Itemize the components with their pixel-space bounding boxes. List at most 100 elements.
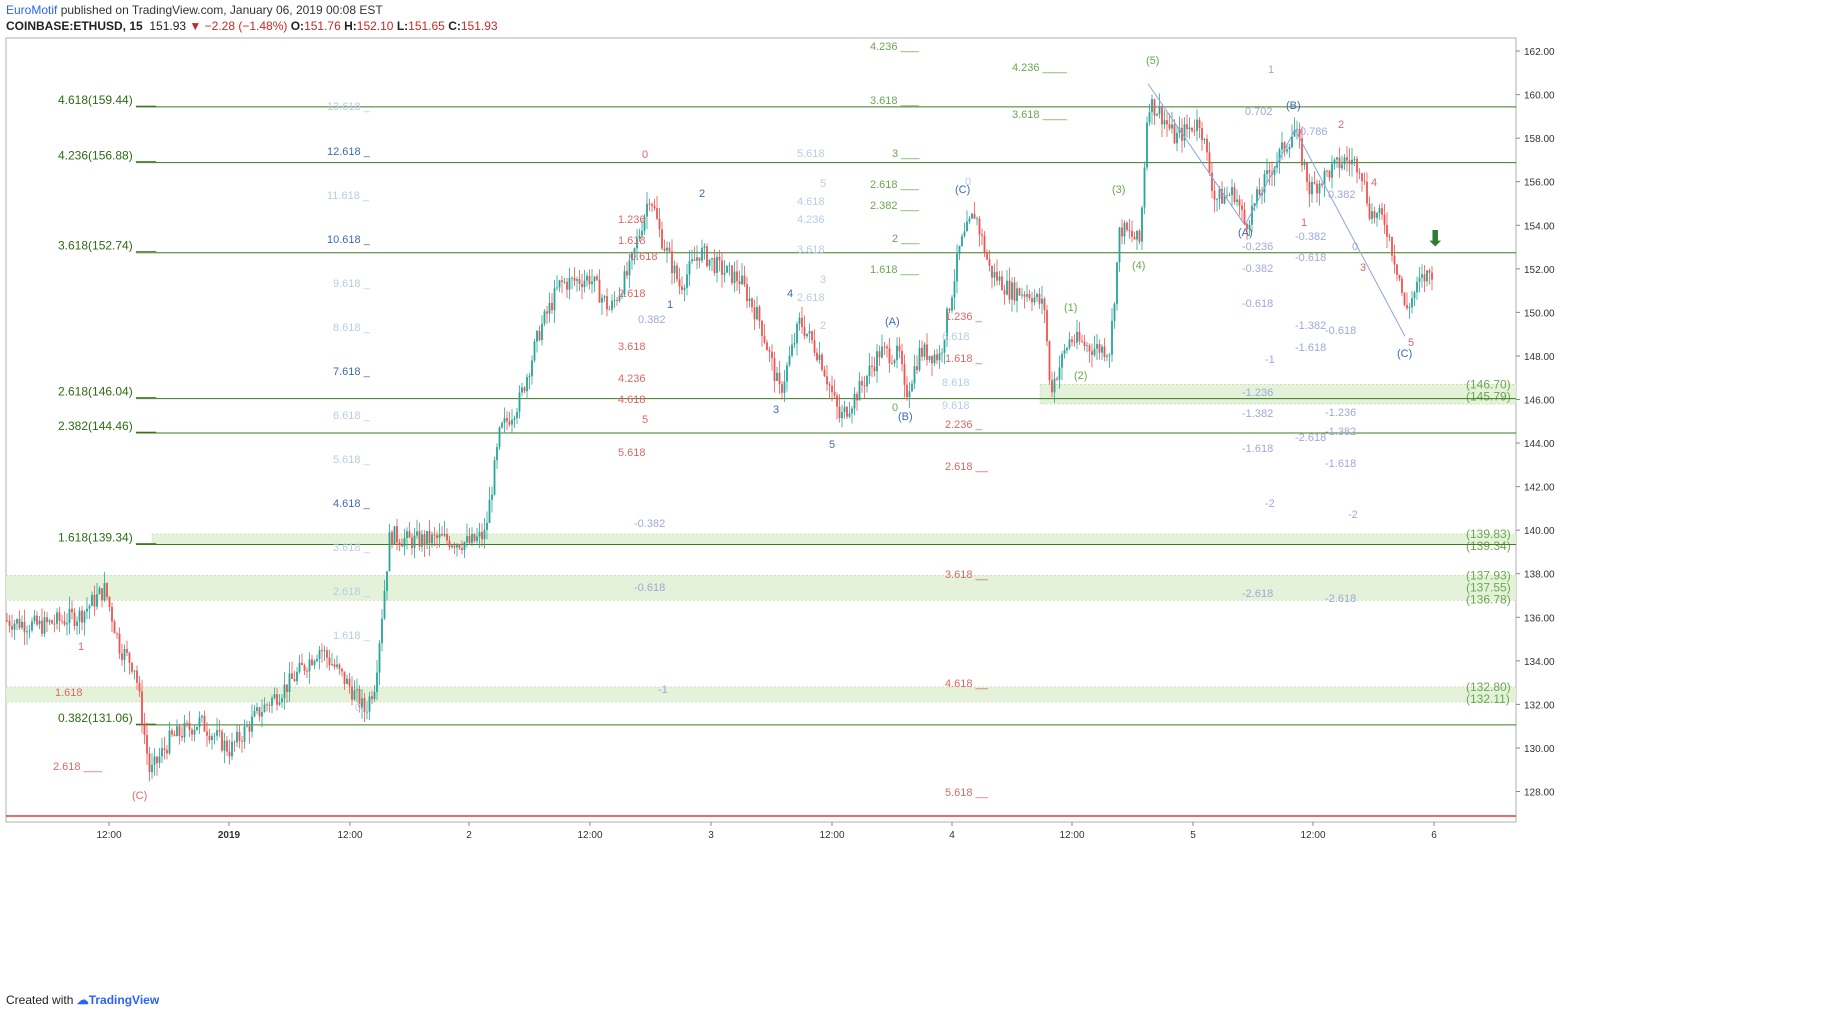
candle-body	[1258, 189, 1261, 196]
candle-body	[523, 387, 526, 392]
candle-body	[773, 358, 776, 381]
candle-body	[371, 696, 373, 700]
candle-body	[278, 702, 281, 705]
candle-body	[1228, 195, 1231, 197]
y-tick-label: 162.00	[1524, 47, 1555, 58]
candle-body	[1146, 122, 1148, 168]
candle-body	[1346, 157, 1348, 161]
wave-annotation: 2	[699, 188, 705, 200]
candle-body	[581, 283, 583, 288]
tradingview-brand[interactable]: TradingView	[88, 993, 160, 1007]
candle-body	[653, 205, 656, 209]
candle-body	[231, 741, 233, 757]
candle-body	[1068, 339, 1071, 348]
published-text: published on TradingView.com, January 06…	[60, 3, 383, 17]
candle-body	[471, 534, 473, 544]
candle-body	[811, 331, 813, 341]
candle-body	[426, 531, 428, 545]
candle-body	[631, 253, 633, 261]
candle-body	[198, 717, 201, 727]
candle-body	[1141, 207, 1143, 242]
candle-body	[753, 307, 756, 320]
candle-body	[766, 342, 768, 351]
candle-body	[621, 294, 623, 296]
candle-body	[1206, 138, 1208, 153]
candle-body	[921, 347, 923, 357]
candle-body	[261, 712, 263, 717]
candle-body	[458, 544, 461, 549]
wave-annotation: 1	[667, 299, 673, 311]
candle-body	[763, 336, 766, 343]
candle-body	[1168, 124, 1171, 129]
author-link[interactable]: EuroMotif	[6, 3, 58, 17]
candle-body	[808, 331, 811, 334]
candle-body	[698, 257, 701, 261]
wave-line	[1147, 83, 1246, 226]
low-label: L:	[396, 19, 409, 33]
candle-body	[536, 331, 538, 342]
candle-body	[428, 531, 431, 544]
candle-body	[1091, 351, 1093, 355]
candle-body	[1263, 174, 1266, 193]
candle-body	[36, 615, 38, 625]
y-tick-label: 136.00	[1524, 613, 1555, 624]
candle-body	[376, 672, 378, 693]
wave-annotation: -1.618	[1325, 458, 1356, 470]
candle-body	[1308, 181, 1311, 195]
wave-annotation: 8.618	[942, 377, 970, 389]
y-tick-label: 158.00	[1524, 134, 1555, 145]
wave-annotation: -0.618	[1325, 325, 1356, 337]
candle-body	[1183, 124, 1186, 141]
candle-body	[1246, 223, 1248, 229]
wave-annotation: 6.618	[942, 331, 970, 343]
candle-body	[588, 275, 591, 285]
wave-annotation: -1.382	[1242, 408, 1273, 420]
candle-body	[838, 406, 841, 419]
candle-body	[883, 346, 886, 348]
wave-annotation: (2)	[1074, 370, 1087, 382]
candle-body	[203, 715, 206, 732]
wave-annotation: -2.618	[1325, 593, 1356, 605]
candle-body	[1316, 183, 1318, 194]
candle-body	[963, 231, 966, 237]
candle-body	[1323, 170, 1326, 186]
candle-body	[541, 323, 543, 341]
candle-body	[493, 460, 496, 495]
candle-body	[1098, 344, 1101, 353]
wave-annotation: -1	[1265, 354, 1275, 366]
wave-annotation: -0.382	[1242, 263, 1273, 275]
candle-body	[418, 531, 421, 547]
candle-body	[1311, 182, 1313, 195]
candle-body	[726, 265, 728, 273]
candle-body	[813, 340, 816, 353]
candle-body	[1163, 120, 1166, 125]
zone-label: (145.79)	[1466, 389, 1511, 403]
wave-annotation: 3	[820, 274, 826, 286]
candle-body	[321, 650, 323, 652]
candle-body	[266, 704, 268, 706]
candle-body	[508, 421, 511, 425]
candle-body	[306, 670, 308, 672]
candle-body	[1113, 303, 1116, 321]
candle-body	[208, 735, 211, 741]
candle-body	[853, 393, 856, 409]
candle-body	[148, 753, 151, 773]
candle-body	[133, 670, 136, 672]
candle-body	[696, 257, 698, 261]
candle-body	[378, 643, 381, 673]
candle-body	[488, 499, 491, 523]
candle-body	[801, 317, 803, 328]
candle-body	[866, 375, 868, 387]
candle-body	[1176, 132, 1178, 144]
candle-body	[738, 281, 741, 285]
wave-annotation: -1	[658, 684, 668, 696]
candle-body	[1431, 272, 1433, 280]
candle-body	[568, 277, 571, 290]
candle-body	[986, 253, 988, 260]
candle-body	[1253, 203, 1256, 206]
candle-body	[481, 532, 483, 540]
candle-body	[216, 730, 218, 736]
y-tick-label: 146.00	[1524, 396, 1555, 407]
candle-body	[901, 350, 903, 365]
